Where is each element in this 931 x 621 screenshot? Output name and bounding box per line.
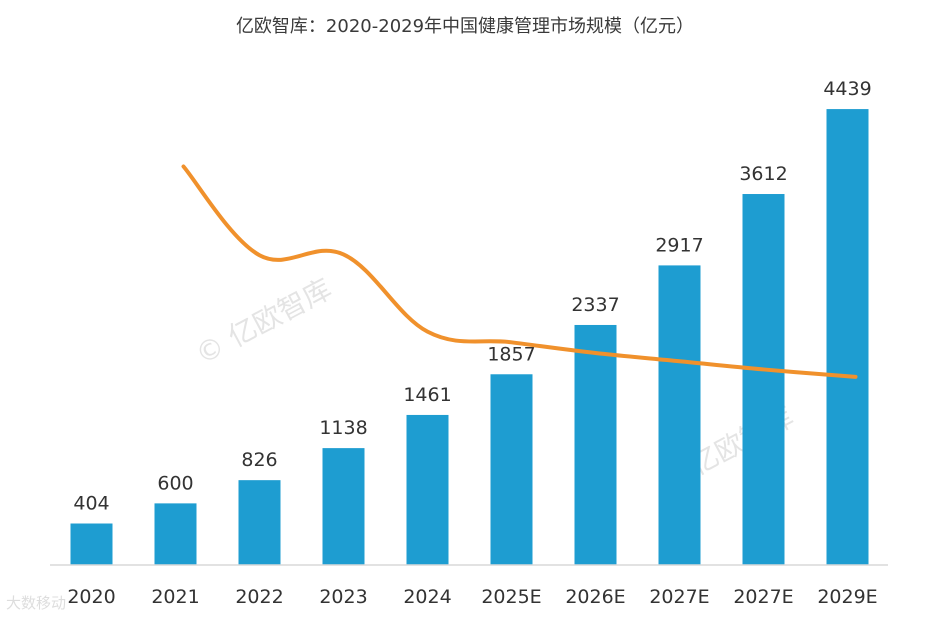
watermark-center: © 亿欧智库 [190,272,337,371]
bar-value-label-9: 4439 [823,78,871,100]
x-tick-label-0: 2020 [67,586,115,608]
bar-3 [322,448,365,565]
bar-5 [490,374,533,565]
line-series [181,164,858,379]
bar-2 [238,480,281,565]
bar-value-label-8: 3612 [739,163,787,185]
bar-8 [742,194,785,565]
chart-title: 亿欧智库：2020-2029年中国健康管理市场规模（亿元） [236,16,694,37]
bar-6 [574,324,617,565]
x-tick-label-8: 2027E [733,586,793,608]
x-tick-label-5: 2025E [481,586,541,608]
bar-9 [826,109,869,566]
x-tick-label-7: 2027E [649,586,709,608]
watermark-corner: 大数移动 [6,594,66,612]
x-tick-label-3: 2023 [319,586,367,608]
x-tick-label-2: 2022 [235,586,283,608]
bar-value-label-0: 404 [73,493,109,515]
bar-value-label-3: 1138 [319,417,367,439]
bar-4 [406,414,449,565]
bar-series [70,109,869,566]
bar-1 [154,503,197,565]
bar-value-label-6: 2337 [571,294,619,316]
x-tick-label-9: 2029E [817,586,877,608]
bar-0 [70,523,113,565]
x-tick-label-1: 2021 [151,586,199,608]
bar-value-label-7: 2917 [655,234,703,256]
x-tick-label-6: 2026E [565,586,625,608]
bar-7 [658,265,701,565]
bar-value-label-4: 1461 [403,384,451,406]
bar-value-labels: 404 600 826 1138 1461 1857 2337 2917 3612 4439 [73,78,871,514]
bar-value-label-1: 600 [157,472,193,494]
x-tick-labels: 2020 2021 2022 2023 2024 2025E 2026E 2027E 2027E… [67,586,877,608]
x-tick-label-4: 2024 [403,586,451,608]
bar-value-label-5: 1857 [487,343,535,365]
bar-value-label-2: 826 [241,449,277,471]
